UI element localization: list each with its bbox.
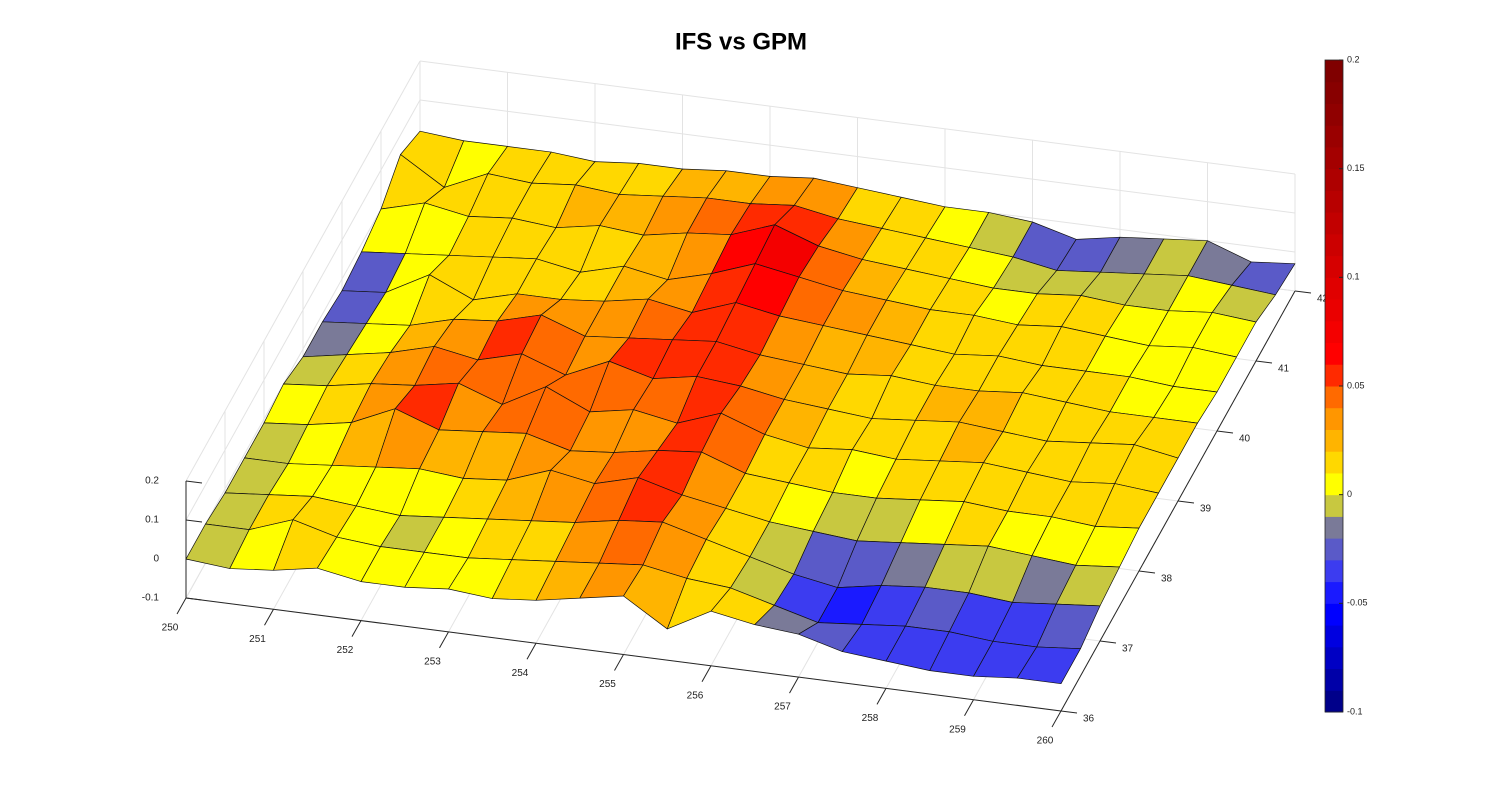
x-tick-label: 254 [512, 668, 529, 679]
colorbar-tick-label: -0.05 [1347, 598, 1368, 608]
colorbar-swatch [1325, 60, 1343, 83]
z-tick-label: -0.1 [142, 593, 160, 604]
tick-mark [1294, 290, 1312, 294]
tick-mark [1255, 360, 1273, 364]
colorbar-swatch [1325, 299, 1343, 322]
y-tick-label: 42 [1317, 294, 1329, 305]
grid-line [419, 99, 1296, 214]
tick-mark [614, 654, 624, 671]
colorbar-swatch [1325, 625, 1343, 648]
colorbar-tick-label: 0.15 [1347, 163, 1365, 173]
colorbar-swatch [1325, 125, 1343, 148]
colorbar-swatch [1325, 646, 1343, 670]
grid-line [185, 99, 421, 521]
x-tick-label: 259 [949, 724, 966, 735]
x-tick-label: 260 [1037, 736, 1054, 747]
tick-mark [876, 688, 887, 705]
tick-mark [526, 642, 537, 660]
x-tick-label: 256 [687, 690, 704, 701]
z-tick-label: 0 [153, 554, 159, 565]
tick-mark [185, 480, 203, 484]
tick-mark [1099, 640, 1117, 644]
colorbar-swatch [1325, 429, 1343, 452]
tick-mark [1051, 710, 1062, 728]
colorbar-swatch [1325, 255, 1343, 278]
colorbar-swatch [1325, 559, 1343, 583]
colorbar-swatch [1325, 603, 1343, 626]
chart-title: IFS vs GPM [675, 28, 807, 55]
y-tick-label: 40 [1239, 434, 1251, 445]
colorbar-swatch [1325, 364, 1343, 387]
x-tick-label: 255 [599, 679, 616, 690]
tick-mark [789, 676, 799, 694]
colorbar-swatch [1325, 581, 1343, 604]
colorbar-swatch [1325, 190, 1343, 213]
tick-mark [264, 609, 274, 626]
colorbar-swatch [1325, 277, 1343, 300]
grid-line [419, 60, 1296, 175]
colorbar-swatch [1325, 212, 1343, 235]
colorbar-tick-label: 0.2 [1347, 54, 1360, 64]
colorbar-tick-label: -0.1 [1347, 706, 1363, 716]
tick-mark [701, 665, 712, 683]
tick-mark [1177, 500, 1195, 504]
colorbar-swatch [1325, 146, 1343, 170]
tick-mark [1060, 710, 1078, 714]
x-tick-label: 251 [249, 634, 266, 645]
colorbar-swatch [1325, 494, 1343, 517]
colorbar-swatch [1325, 451, 1343, 474]
y-tick-label: 39 [1200, 504, 1212, 515]
grid-line [185, 60, 421, 482]
colorbar-swatch [1325, 233, 1343, 257]
tick-mark [439, 631, 449, 649]
tick-mark [351, 620, 362, 637]
colorbar-swatch [1325, 668, 1343, 691]
x-tick-label: 250 [162, 623, 179, 634]
colorbar-swatch [1325, 472, 1343, 496]
tick-mark [176, 597, 187, 615]
colorbar-swatch [1325, 168, 1343, 191]
x-tick-label: 253 [424, 657, 441, 668]
tick-mark [1138, 570, 1156, 574]
colorbar-tick-label: 0.05 [1347, 380, 1365, 390]
tick-mark [1216, 430, 1234, 434]
colorbar-swatch [1325, 81, 1343, 104]
y-tick-label: 37 [1122, 644, 1134, 655]
x-tick-label: 252 [337, 645, 354, 656]
x-tick-label: 257 [774, 702, 791, 713]
colorbar-swatch [1325, 320, 1343, 344]
colorbar-tick-label: 0.1 [1347, 272, 1360, 282]
z-tick-label: 0.2 [145, 476, 159, 487]
y-tick-label: 36 [1083, 714, 1095, 725]
x-tick-label: 258 [862, 713, 879, 724]
y-tick-label: 38 [1161, 574, 1173, 585]
tick-mark [185, 597, 203, 601]
y-tick-label: 41 [1278, 364, 1290, 375]
tick-mark [185, 519, 203, 523]
tick-mark [964, 699, 974, 716]
z-tick-label: 0.1 [145, 515, 159, 526]
colorbar-swatch [1325, 516, 1343, 539]
colorbar-swatch [1325, 538, 1343, 561]
colorbar-swatch [1325, 407, 1343, 430]
surface-patch [1016, 646, 1081, 685]
colorbar-swatch [1325, 342, 1343, 365]
colorbar-swatch [1325, 103, 1343, 126]
colorbar-tick-label: 0 [1347, 489, 1352, 499]
colorbar-swatch [1325, 690, 1343, 713]
colorbar-swatch [1325, 386, 1343, 409]
